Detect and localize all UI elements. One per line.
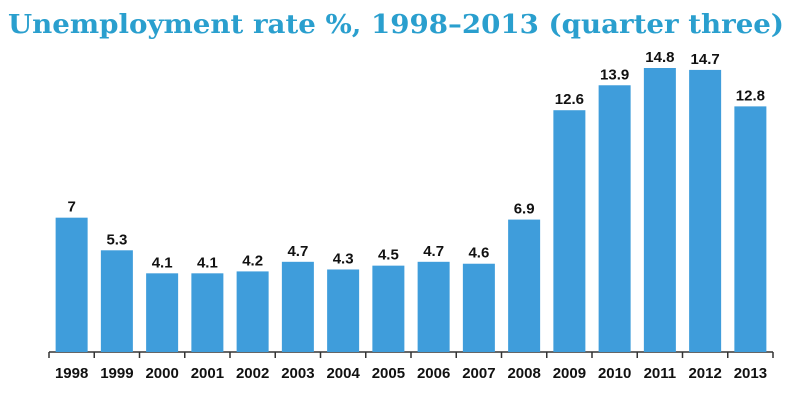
bar [146,273,179,352]
bar [598,85,631,353]
bar [643,68,676,352]
bar [508,219,541,352]
bar [462,263,495,352]
x-tick-label: 2007 [462,365,495,382]
bar [372,265,405,352]
x-tick-label: 2008 [507,365,540,382]
x-tick-label: 2002 [236,365,269,382]
value-label: 12.8 [736,87,765,104]
value-label: 4.5 [378,247,399,264]
value-label: 4.6 [468,245,489,262]
value-label: 4.1 [152,254,173,271]
value-label: 4.7 [423,243,444,260]
chart-title: Unemployment rate %, 1998–2013 (quarter … [8,10,784,40]
value-label: 13.9 [600,66,629,83]
bar [553,110,586,352]
x-tick-label: 2010 [598,365,631,382]
x-tick-label: 1999 [100,365,133,382]
bar [417,261,450,352]
value-label: 6.9 [514,201,535,218]
value-label: 7 [67,199,75,216]
value-label: 4.3 [333,250,354,267]
bar [191,273,224,352]
value-label: 5.3 [106,231,127,248]
x-tick-label: 2012 [688,365,721,382]
x-tick-label: 2013 [734,365,767,382]
value-label: 12.6 [555,91,584,108]
bar [55,217,88,352]
bar [236,271,269,352]
bar [689,69,722,353]
x-tick-label: 2003 [281,365,314,382]
x-tick-label: 2001 [191,365,224,382]
x-tick-label: 2000 [145,365,178,382]
x-tick-label: 2004 [326,365,360,382]
value-label: 4.1 [197,254,218,271]
value-label: 4.7 [287,243,308,260]
bar [734,106,767,352]
bar [100,250,133,352]
bar [327,269,360,352]
value-label: 14.8 [645,49,674,66]
x-tick-label: 2011 [644,365,677,382]
x-tick-label: 2005 [372,365,405,382]
bar [281,261,314,352]
x-tick-label: 1998 [55,365,88,382]
value-label: 14.7 [691,51,720,68]
value-label: 4.2 [242,252,263,269]
x-tick-label: 2006 [417,365,450,382]
x-tick-label: 2009 [553,365,586,382]
